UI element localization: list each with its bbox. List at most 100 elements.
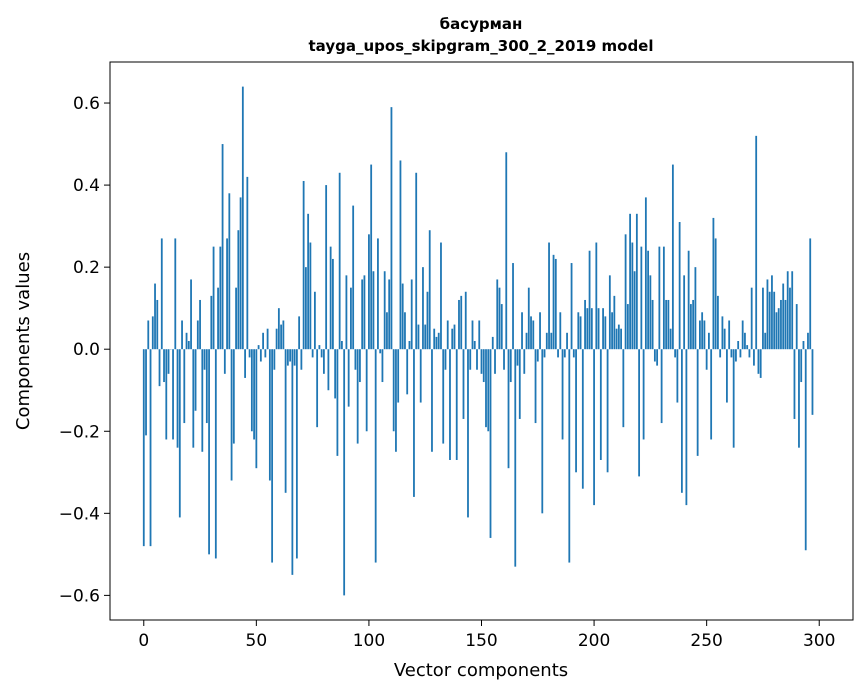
bar-49 <box>253 349 255 439</box>
bar-144 <box>467 349 469 517</box>
bar-149 <box>478 320 480 349</box>
bar-270 <box>751 288 753 350</box>
bar-80 <box>323 349 325 374</box>
bar-186 <box>562 349 564 439</box>
bar-286 <box>787 271 789 349</box>
bar-160 <box>503 349 505 370</box>
bar-113 <box>397 349 399 402</box>
bar-212 <box>620 329 622 350</box>
bar-69 <box>298 316 300 349</box>
bar-2 <box>147 320 149 349</box>
bar-150 <box>481 349 483 374</box>
bar-222 <box>643 349 645 439</box>
bar-126 <box>427 292 429 349</box>
bar-3 <box>150 349 152 546</box>
bar-43 <box>240 197 242 349</box>
y-tick-label: −0.2 <box>59 422 100 442</box>
bar-198 <box>589 251 591 349</box>
x-tick-label: 100 <box>353 631 385 651</box>
bar-220 <box>638 349 640 476</box>
bar-175 <box>537 349 539 361</box>
bar-115 <box>402 284 404 350</box>
bar-45 <box>244 349 246 378</box>
bar-236 <box>674 349 676 357</box>
bar-209 <box>613 296 615 349</box>
bar-146 <box>472 320 474 349</box>
bar-51 <box>258 345 260 349</box>
bar-283 <box>780 300 782 349</box>
bar-226 <box>652 300 654 349</box>
bar-25 <box>199 300 201 349</box>
x-tick-label: 300 <box>803 631 835 651</box>
bar-29 <box>208 349 210 554</box>
x-tick-label: 200 <box>578 631 610 651</box>
bar-78 <box>318 345 320 349</box>
bar-92 <box>350 288 352 350</box>
bar-136 <box>449 349 451 460</box>
bar-98 <box>364 275 366 349</box>
bar-86 <box>337 349 339 456</box>
bar-187 <box>564 349 566 357</box>
bar-63 <box>285 349 287 493</box>
bar-67 <box>294 349 296 365</box>
bar-18 <box>183 349 185 423</box>
bar-155 <box>492 337 494 349</box>
bar-65 <box>289 349 291 361</box>
bar-120 <box>413 349 415 497</box>
bar-142 <box>463 349 465 419</box>
bar-174 <box>535 349 537 423</box>
bar-99 <box>366 349 368 431</box>
bar-153 <box>487 349 489 431</box>
bar-81 <box>325 185 327 349</box>
bar-194 <box>580 316 582 349</box>
bar-193 <box>577 312 579 349</box>
x-tick-label: 250 <box>690 631 722 651</box>
bar-192 <box>575 349 577 472</box>
bar-285 <box>785 300 787 349</box>
bar-127 <box>429 230 431 349</box>
bar-164 <box>512 263 514 349</box>
bar-61 <box>280 325 282 350</box>
bar-104 <box>377 238 379 349</box>
bar-59 <box>276 329 278 350</box>
bar-256 <box>719 349 721 357</box>
bar-200 <box>593 349 595 505</box>
chart-subtitle: tayga_upos_skipgram_300_2_2019 model <box>309 37 654 55</box>
bar-214 <box>625 234 627 349</box>
bar-163 <box>510 349 512 382</box>
bar-167 <box>519 349 521 419</box>
bar-238 <box>679 222 681 349</box>
bar-133 <box>442 349 444 443</box>
bar-205 <box>604 316 606 349</box>
bar-47 <box>249 349 251 357</box>
bar-267 <box>744 333 746 349</box>
bar-211 <box>618 325 620 350</box>
bar-156 <box>494 349 496 374</box>
bar-229 <box>658 247 660 350</box>
bar-128 <box>431 349 433 452</box>
bar-158 <box>499 288 501 350</box>
bar-130 <box>436 337 438 349</box>
x-tick-label: 0 <box>138 631 149 651</box>
bar-21 <box>190 279 192 349</box>
bar-77 <box>316 349 318 427</box>
bar-44 <box>242 87 244 350</box>
y-tick-label: 0.4 <box>73 176 100 196</box>
bar-188 <box>566 333 568 349</box>
bar-176 <box>539 312 541 349</box>
bar-145 <box>469 349 471 370</box>
bar-110 <box>391 107 393 349</box>
bar-204 <box>602 308 604 349</box>
bar-221 <box>640 247 642 350</box>
bar-50 <box>255 349 257 468</box>
bar-102 <box>373 271 375 349</box>
bar-88 <box>341 341 343 349</box>
bar-139 <box>456 349 458 460</box>
bar-83 <box>330 247 332 350</box>
bar-181 <box>550 333 552 349</box>
bar-206 <box>607 349 609 472</box>
bar-125 <box>424 325 426 350</box>
bar-108 <box>386 312 388 349</box>
bar-242 <box>688 251 690 349</box>
